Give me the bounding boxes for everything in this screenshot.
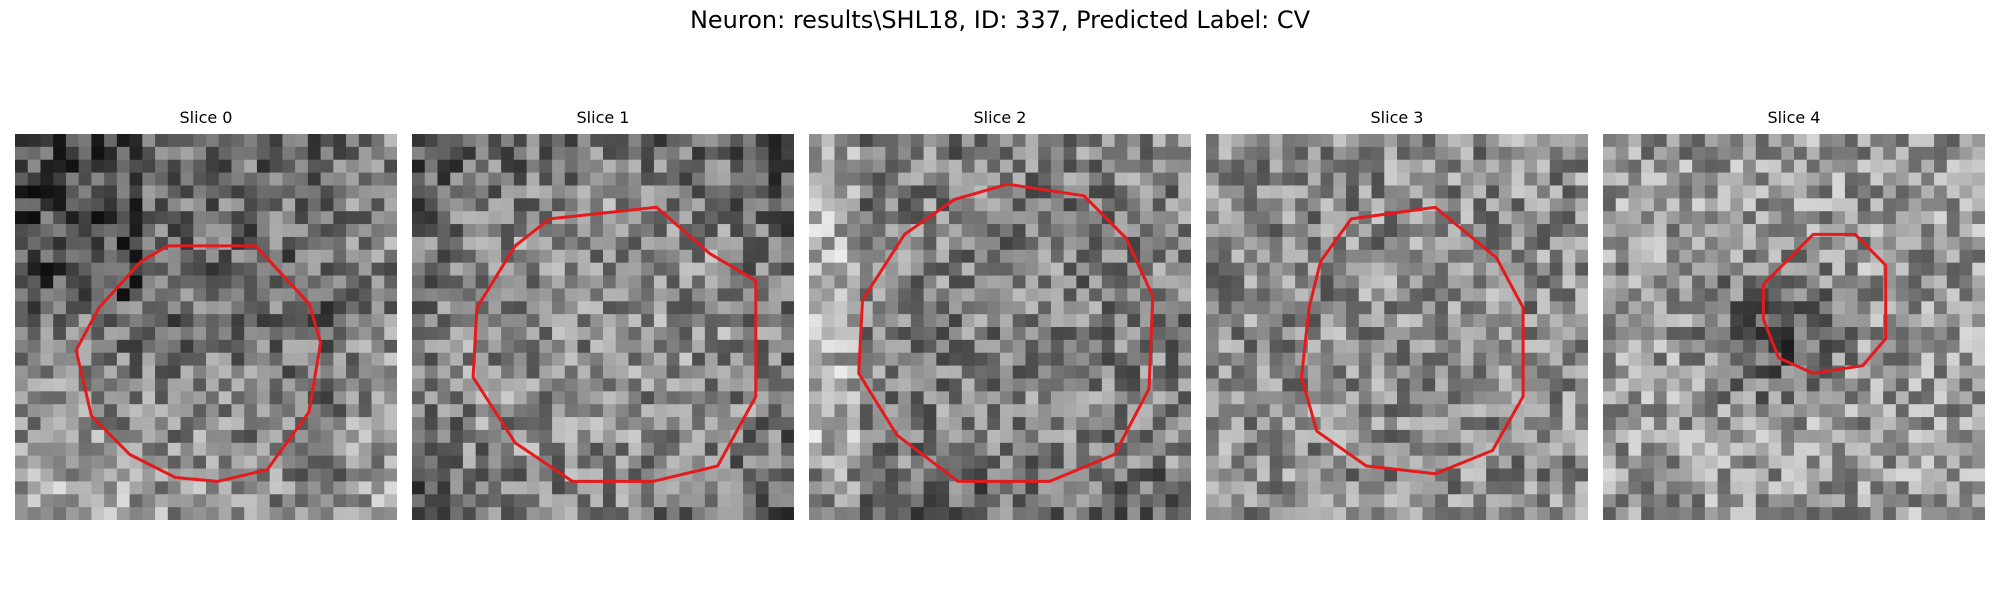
figure-title: Neuron: results\SHL18, ID: 337, Predicte… bbox=[689, 6, 1311, 34]
roi-contour-4 bbox=[1761, 232, 1888, 375]
slice-title-1: Slice 1 bbox=[576, 108, 630, 127]
slice-title-2: Slice 2 bbox=[973, 108, 1027, 127]
slice-image-2 bbox=[809, 134, 1191, 520]
slice-image-0 bbox=[15, 134, 397, 520]
pixel-grid-4 bbox=[1603, 134, 1985, 520]
roi-contour-0 bbox=[74, 244, 323, 483]
pixel-grid-2 bbox=[809, 134, 1191, 520]
slice-panel-1: Slice 1 bbox=[412, 108, 794, 520]
roi-contour-3 bbox=[1300, 205, 1525, 476]
slice-panel-0: Slice 0 bbox=[15, 108, 397, 520]
pixel-grid-0 bbox=[15, 134, 397, 520]
roi-contour-1 bbox=[471, 205, 758, 483]
roi-contour-2 bbox=[857, 182, 1155, 483]
pixel-grid-1 bbox=[412, 134, 794, 520]
slice-title-4: Slice 4 bbox=[1767, 108, 1821, 127]
slice-panel-3: Slice 3 bbox=[1206, 108, 1588, 520]
slice-image-3 bbox=[1206, 134, 1588, 520]
pixel-grid-3 bbox=[1206, 134, 1588, 520]
slice-panel-4: Slice 4 bbox=[1603, 108, 1985, 520]
slice-title-0: Slice 0 bbox=[179, 108, 233, 127]
slice-image-1 bbox=[412, 134, 794, 520]
slice-panel-2: Slice 2 bbox=[809, 108, 1191, 520]
slice-title-3: Slice 3 bbox=[1370, 108, 1424, 127]
slice-image-4 bbox=[1603, 134, 1985, 520]
